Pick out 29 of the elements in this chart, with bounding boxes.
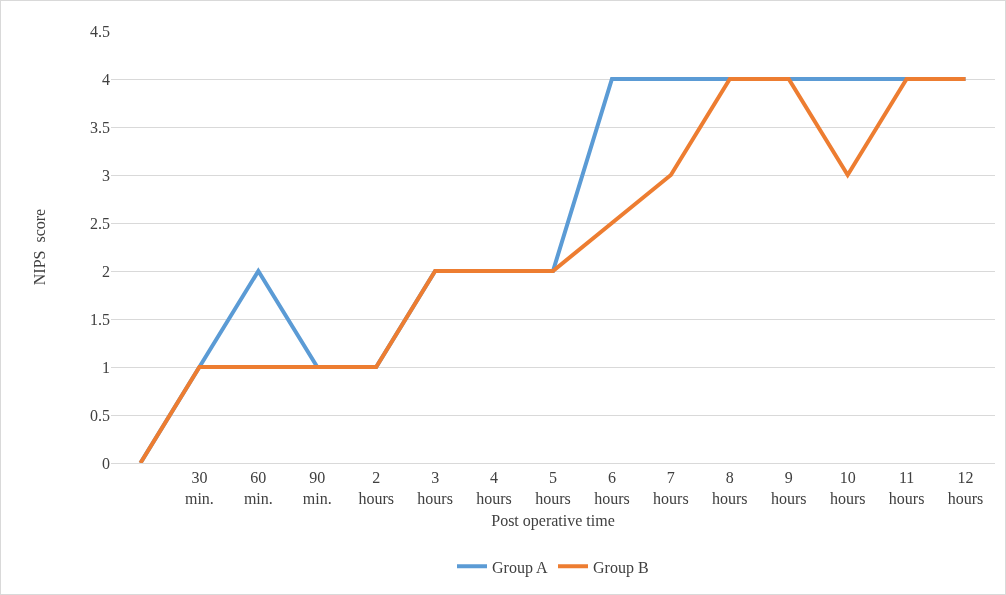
- x-tick-label: 12 hours: [947, 469, 984, 507]
- y-tick-label: 0: [102, 454, 110, 472]
- x-tick-label: 30 min.: [184, 469, 214, 507]
- y-tick-label: 0.5: [90, 406, 110, 424]
- x-axis-title: Post operative time: [491, 511, 615, 530]
- y-tick-label: 1.5: [90, 310, 110, 328]
- y-axis-title: NIPS score: [30, 208, 48, 286]
- x-tick-label: 6 hours: [594, 469, 630, 507]
- line-series: [138, 77, 968, 463]
- x-tick-label: 60 min.: [243, 469, 273, 507]
- x-tick-label: 4 hours: [476, 469, 512, 507]
- x-tick-label: 10 hours: [829, 469, 866, 507]
- x-tick-label: 3 hours: [417, 469, 453, 507]
- y-tick-label: 4.5: [90, 22, 110, 40]
- y-tick-label: 1: [102, 358, 110, 376]
- y-tick-label: 3: [102, 166, 110, 184]
- x-tick-label: 11 hours: [888, 469, 925, 507]
- x-tick-label: 2 hours: [358, 469, 394, 507]
- y-tick-label: 2: [102, 262, 110, 280]
- x-tick-label: 8 hours: [712, 469, 748, 507]
- y-tick-label: 2.5: [90, 214, 110, 232]
- legend-label: Group B: [593, 558, 649, 577]
- x-tick-label: 7 hours: [653, 469, 689, 507]
- y-tick-label: 3.5: [90, 118, 110, 136]
- x-tick-label: 5 hours: [535, 469, 571, 507]
- x-tick-label: 9 hours: [770, 469, 807, 507]
- x-tick-label: 90 min.: [302, 469, 332, 507]
- y-tick-label: 4: [102, 70, 110, 88]
- legend-label: Group A: [492, 558, 548, 577]
